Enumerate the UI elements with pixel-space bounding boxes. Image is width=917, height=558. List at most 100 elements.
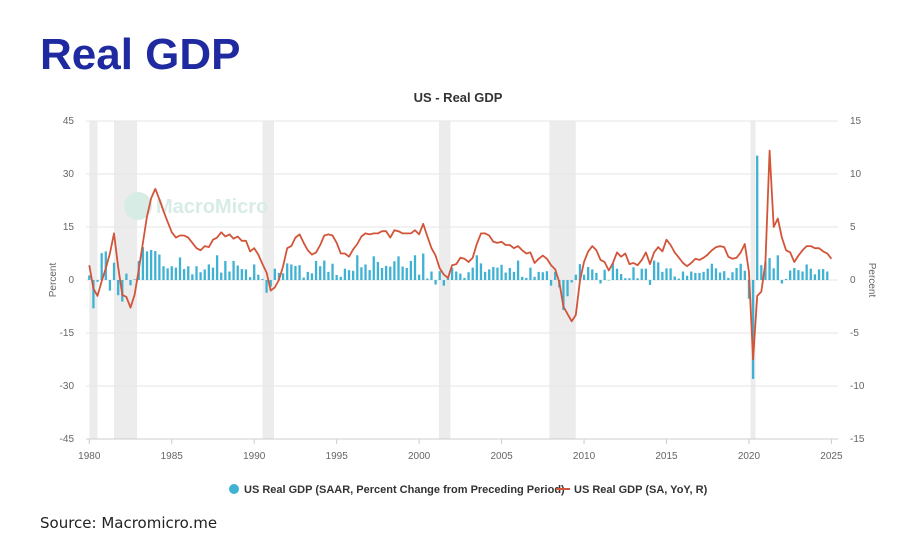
gdp-qoq-bar — [772, 268, 775, 280]
gdp-qoq-bar — [492, 266, 495, 280]
gdp-qoq-bar — [343, 268, 347, 280]
gdp-qoq-bar — [459, 273, 462, 280]
gdp-qoq-bar — [657, 262, 660, 280]
gdp-qoq-bar — [401, 266, 404, 280]
gdp-qoq-bar — [467, 272, 470, 280]
legend-item-line[interactable]: US Real GDP (SA, YoY, R) — [556, 484, 708, 496]
gdp-qoq-bar — [162, 266, 165, 280]
gdp-qoq-bar — [760, 265, 763, 280]
gdp-qoq-bar — [537, 271, 540, 280]
gdp-qoq-bar — [372, 256, 375, 280]
gdp-qoq-bar — [805, 264, 808, 280]
y-tick-left: -30 — [60, 381, 75, 392]
gdp-qoq-bar — [665, 268, 668, 280]
gdp-qoq-bar — [108, 280, 112, 291]
gdp-qoq-bar — [521, 276, 524, 280]
gdp-qoq-bar — [92, 280, 95, 309]
gdp-qoq-bar — [269, 280, 272, 287]
gdp-qoq-bar — [422, 253, 425, 280]
gdp-qoq-bar — [434, 280, 437, 285]
gdp-qoq-bar — [789, 270, 792, 280]
gdp-qoq-bar — [541, 272, 544, 280]
gdp-qoq-bar — [632, 267, 635, 280]
watermark: MacroMicro — [124, 192, 268, 220]
gdp-qoq-bar — [257, 274, 260, 280]
gdp-qoq-bar — [595, 272, 598, 280]
gdp-qoq-bar — [112, 262, 116, 280]
gdp-qoq-bar — [430, 271, 433, 280]
legend-item-bar[interactable]: US Real GDP (SAAR, Percent Change from P… — [229, 484, 565, 496]
gdp-chart: US - Real GDP MacroMicro 45 15 30 10 15 5 0 0 -1… — [48, 90, 877, 496]
gdp-qoq-bar — [290, 264, 293, 280]
gdp-qoq-bar — [347, 270, 351, 280]
gdp-qoq-bar — [314, 260, 318, 280]
gdp-qoq-bar — [438, 271, 441, 280]
gdp-qoq-bar — [776, 255, 779, 280]
gdp-qoq-bar — [574, 274, 577, 280]
x-tick-label: 2005 — [490, 451, 513, 462]
gdp-qoq-bar — [360, 267, 363, 280]
gdp-qoq-bar — [182, 269, 186, 280]
y-tick-left: 30 — [63, 169, 75, 180]
gdp-qoq-bar — [133, 279, 136, 280]
gdp-qoq-bar — [417, 274, 421, 280]
gdp-qoq-bar — [191, 274, 194, 280]
x-tick-label: 2015 — [655, 451, 678, 462]
gdp-qoq-bar — [397, 256, 400, 280]
gdp-qoq-bar — [232, 260, 235, 280]
gdp-qoq-bar — [154, 251, 157, 280]
gdp-qoq-bar — [356, 255, 359, 280]
axes: 45 15 30 10 15 5 0 0 -15 -5 -30 -10 -45 -15 1980 1985 19… — [60, 116, 865, 462]
gdp-qoq-bar — [685, 275, 689, 280]
gdp-qoq-bar — [88, 275, 91, 280]
gdp-qoq-bar — [203, 269, 206, 280]
y-tick-left: 0 — [68, 275, 74, 286]
x-tick-label: 2025 — [820, 451, 843, 462]
gdp-qoq-bar — [129, 280, 132, 286]
y-tick-right: 15 — [850, 116, 862, 127]
gdp-qoq-bar — [261, 278, 264, 280]
gdp-qoq-bar — [335, 275, 338, 280]
gdp-qoq-bar — [426, 278, 429, 280]
gdp-qoq-bar — [751, 280, 755, 379]
gdp-qoq-bar — [780, 280, 784, 284]
gdp-qoq-bar — [195, 266, 198, 280]
gdp-qoq-bar — [797, 270, 800, 280]
gdp-qoq-bar — [529, 267, 532, 280]
gdp-qoq-bar — [100, 253, 103, 280]
gdp-qoq-bar — [723, 271, 726, 280]
gdp-qoq-bar — [174, 267, 178, 280]
gdp-qoq-bar — [809, 268, 812, 280]
gdp-qoq-bar — [504, 272, 507, 280]
gdp-qoq-bar — [677, 278, 681, 280]
gdp-qoq-bar — [698, 272, 701, 280]
gdp-qoq-bar — [475, 255, 478, 280]
gdp-qoq-bar — [228, 271, 231, 280]
gdp-qoq-bar — [570, 280, 573, 283]
gdp-qoq-bar — [286, 263, 289, 280]
gdp-qoq-bar — [496, 267, 499, 280]
gdp-qoq-bar — [727, 277, 730, 280]
gdp-qoq-bar — [636, 278, 639, 280]
gdp-qoq-bar — [384, 265, 388, 280]
gdp-qoq-bar — [826, 271, 829, 280]
line-series — [88, 149, 833, 361]
gdp-qoq-bar — [640, 268, 643, 280]
gdp-qoq-bar — [471, 267, 474, 280]
gdp-qoq-bar — [554, 271, 557, 280]
gdp-qoq-bar — [125, 273, 128, 280]
gdp-qoq-bar — [352, 270, 355, 280]
gdp-qoq-bar — [488, 269, 491, 280]
gdp-qoq-bar — [644, 268, 648, 280]
gdp-qoq-bar — [710, 263, 713, 280]
gdp-qoq-bar — [248, 277, 252, 280]
gdp-qoq-bar — [661, 271, 664, 280]
gdp-qoq-bar — [220, 272, 223, 280]
gdp-qoq-bar — [405, 267, 408, 280]
gdp-qoq-bar — [166, 268, 169, 280]
gdp-qoq-bar — [784, 278, 788, 280]
gdp-qoq-bar — [648, 280, 652, 285]
gdp-qoq-bar — [277, 272, 281, 280]
x-tick-label: 2020 — [738, 451, 761, 462]
gdp-qoq-bar — [149, 249, 153, 280]
